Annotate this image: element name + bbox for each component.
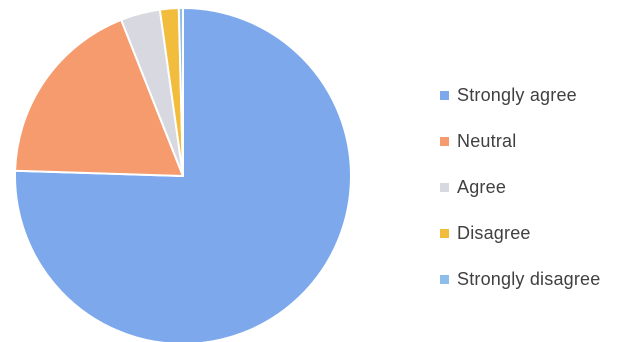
legend-swatch-strongly-agree xyxy=(440,91,449,100)
legend-label-strongly-disagree: Strongly disagree xyxy=(457,269,600,290)
legend-item-disagree: Disagree xyxy=(440,210,629,256)
legend-swatch-agree xyxy=(440,183,449,192)
legend-item-strongly-disagree: Strongly disagree xyxy=(440,256,629,302)
legend-label-strongly-agree: Strongly agree xyxy=(457,85,577,106)
pie-slices xyxy=(15,8,351,342)
legend-label-neutral: Neutral xyxy=(457,131,516,152)
chart-legend: Strongly agree Neutral Agree Disagree St… xyxy=(440,72,629,302)
legend-item-agree: Agree xyxy=(440,164,629,210)
legend-label-disagree: Disagree xyxy=(457,223,531,244)
legend-item-neutral: Neutral xyxy=(440,118,629,164)
legend-swatch-disagree xyxy=(440,229,449,238)
legend-label-agree: Agree xyxy=(457,177,506,198)
legend-swatch-strongly-disagree xyxy=(440,275,449,284)
legend-swatch-neutral xyxy=(440,137,449,146)
legend-item-strongly-agree: Strongly agree xyxy=(440,72,629,118)
pie-chart xyxy=(0,0,380,342)
